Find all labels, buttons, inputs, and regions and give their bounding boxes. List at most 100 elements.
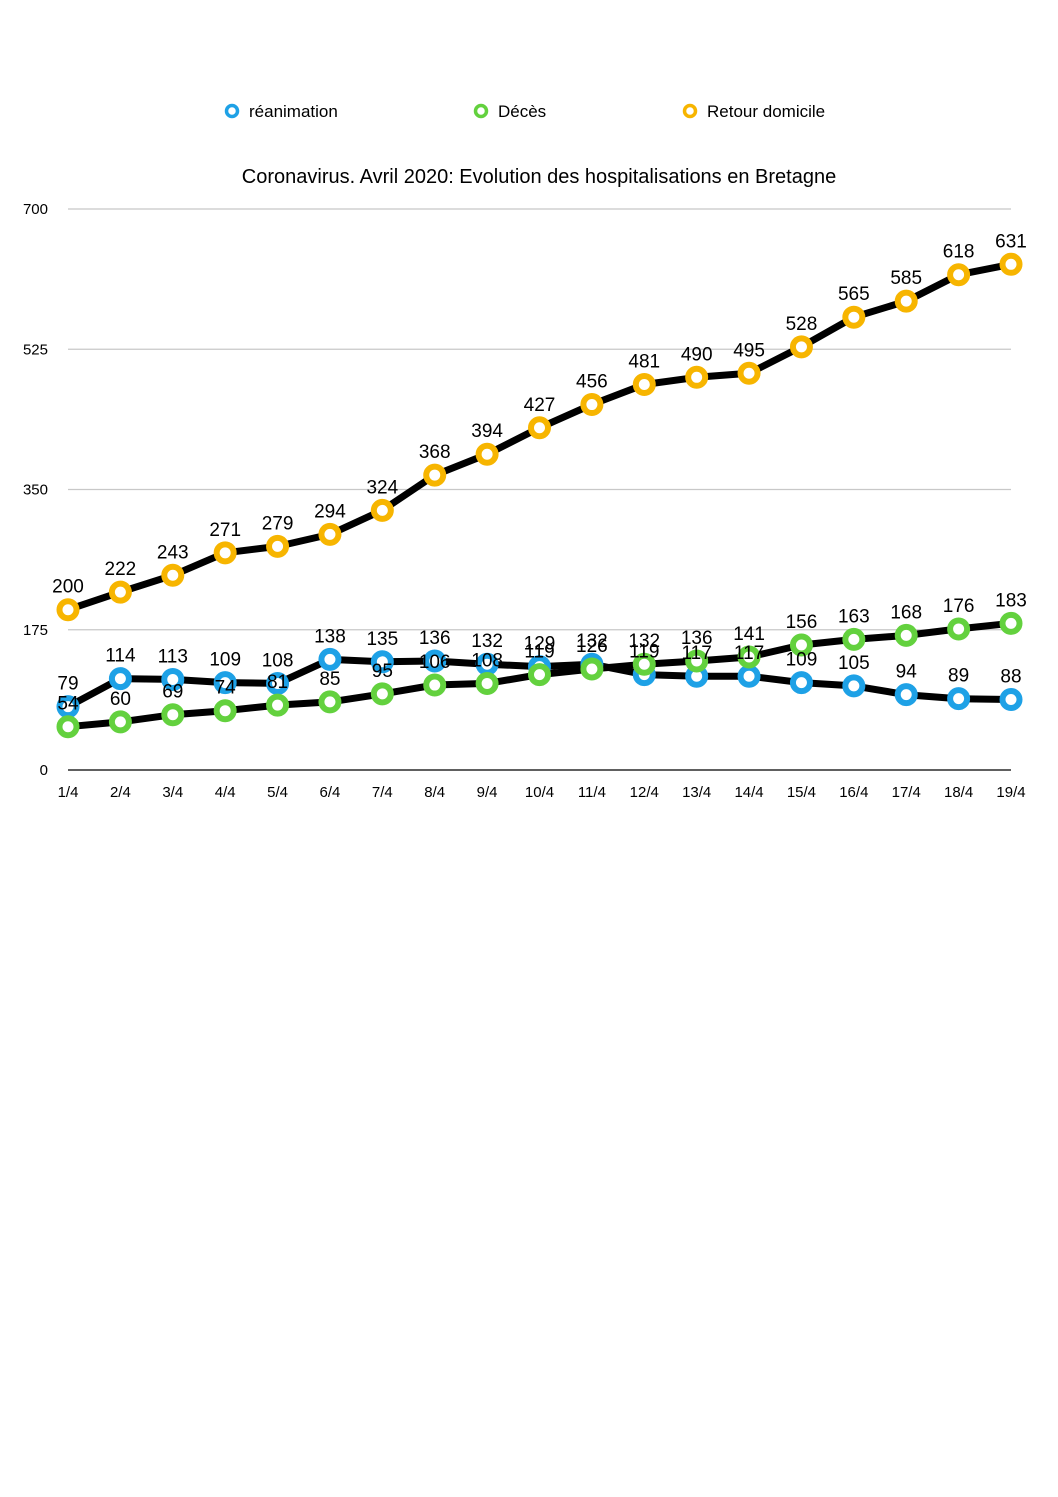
data-point xyxy=(370,498,394,522)
data-point xyxy=(737,664,761,688)
data-label: 119 xyxy=(629,642,659,663)
data-label: 105 xyxy=(838,653,870,674)
data-point xyxy=(475,671,499,695)
data-label: 108 xyxy=(262,650,294,671)
data-point xyxy=(580,393,604,417)
x-tick-label: 17/4 xyxy=(892,784,921,801)
data-point xyxy=(56,715,80,739)
data-label: 109 xyxy=(786,650,818,671)
y-tick-label: 175 xyxy=(23,622,48,639)
legend-marker-1 xyxy=(473,103,489,119)
data-point xyxy=(842,674,866,698)
data-label: 129 xyxy=(524,634,556,655)
data-point xyxy=(789,335,813,359)
x-tick-label: 15/4 xyxy=(787,784,816,801)
data-label: 368 xyxy=(419,442,451,463)
data-label: 394 xyxy=(471,421,503,442)
data-point xyxy=(894,289,918,313)
data-label: 481 xyxy=(628,352,660,373)
y-axis: 0 175 350 525 700 xyxy=(23,201,48,779)
data-point xyxy=(475,442,499,466)
data-label: 94 xyxy=(896,662,918,683)
data-label: 126 xyxy=(576,636,608,657)
y-tick-label: 700 xyxy=(23,201,48,218)
data-point xyxy=(161,703,185,727)
data-label: 138 xyxy=(314,626,346,647)
data-point xyxy=(318,522,342,546)
data-label: 74 xyxy=(215,678,237,699)
data-point xyxy=(318,690,342,714)
legend-label-1: Décès xyxy=(498,102,546,121)
data-label: 631 xyxy=(995,231,1027,252)
data-label: 89 xyxy=(948,666,969,687)
data-label: 113 xyxy=(158,646,188,667)
series-points xyxy=(56,252,1023,739)
legend-marker-2 xyxy=(682,103,698,119)
x-tick-label: 1/4 xyxy=(58,784,79,801)
x-tick-label: 4/4 xyxy=(215,784,236,801)
data-label: 79 xyxy=(57,674,78,695)
data-label: 85 xyxy=(319,669,340,690)
data-label: 141 xyxy=(733,624,765,645)
data-point xyxy=(685,649,709,673)
data-label: 54 xyxy=(57,694,79,715)
data-point xyxy=(213,541,237,565)
data-label: 183 xyxy=(995,590,1027,611)
data-point xyxy=(370,682,394,706)
data-label: 119 xyxy=(524,642,554,663)
data-point xyxy=(789,671,813,695)
x-tick-label: 14/4 xyxy=(734,784,763,801)
data-point xyxy=(423,463,447,487)
legend-label-0: réanimation xyxy=(249,102,338,121)
data-point xyxy=(161,563,185,587)
data-label: 109 xyxy=(209,650,241,671)
x-tick-label: 8/4 xyxy=(424,784,445,801)
x-tick-label: 19/4 xyxy=(996,784,1025,801)
data-label: 294 xyxy=(314,501,346,522)
data-label: 81 xyxy=(267,672,288,693)
data-label: 135 xyxy=(366,629,398,650)
data-label: 114 xyxy=(105,646,136,667)
data-point xyxy=(423,673,447,697)
data-point xyxy=(108,710,132,734)
data-point xyxy=(685,365,709,389)
x-tick-label: 12/4 xyxy=(630,784,659,801)
data-label: 495 xyxy=(733,340,765,361)
data-point xyxy=(528,663,551,687)
data-point xyxy=(266,671,290,695)
data-point xyxy=(213,699,237,723)
legend: réanimation Décès Retour domicile xyxy=(224,102,825,121)
data-label: 156 xyxy=(786,612,818,633)
chart-title: Coronavirus. Avril 2020: Evolution des h… xyxy=(242,166,836,188)
data-label: 117 xyxy=(734,643,764,664)
data-label: 69 xyxy=(162,682,183,703)
data-point xyxy=(999,611,1023,635)
data-label: 565 xyxy=(838,284,870,305)
data-label: 108 xyxy=(471,650,503,671)
data-point xyxy=(56,695,80,719)
data-label: 60 xyxy=(110,689,131,710)
x-tick-label: 13/4 xyxy=(682,784,711,801)
data-label: 324 xyxy=(366,477,398,498)
y-tick-label: 525 xyxy=(23,341,48,358)
data-label: 222 xyxy=(105,559,137,580)
data-point xyxy=(842,627,866,651)
data-label: 106 xyxy=(419,652,451,673)
data-point xyxy=(894,623,918,647)
data-label: 117 xyxy=(682,643,712,664)
data-label: 176 xyxy=(943,596,975,617)
data-point xyxy=(947,687,971,711)
data-label: 528 xyxy=(786,314,818,335)
x-tick-label: 5/4 xyxy=(267,784,288,801)
data-label: 163 xyxy=(838,606,870,627)
data-point xyxy=(632,652,656,676)
y-tick-label: 350 xyxy=(23,482,48,499)
data-point xyxy=(842,305,866,329)
x-tick-label: 3/4 xyxy=(162,784,183,801)
legend-marker-0 xyxy=(224,103,240,119)
x-tick-label: 18/4 xyxy=(944,784,973,801)
data-label: 132 xyxy=(471,631,503,652)
data-label: 618 xyxy=(943,242,975,263)
data-label: 95 xyxy=(372,661,393,682)
